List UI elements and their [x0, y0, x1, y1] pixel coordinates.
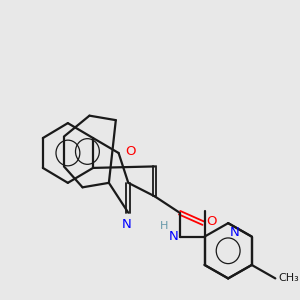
Text: N: N: [230, 226, 239, 238]
Text: H: H: [160, 221, 169, 231]
Text: N: N: [122, 218, 132, 231]
Text: O: O: [206, 215, 217, 228]
Text: CH₃: CH₃: [279, 273, 299, 283]
Text: O: O: [125, 145, 136, 158]
Text: N: N: [169, 230, 178, 242]
